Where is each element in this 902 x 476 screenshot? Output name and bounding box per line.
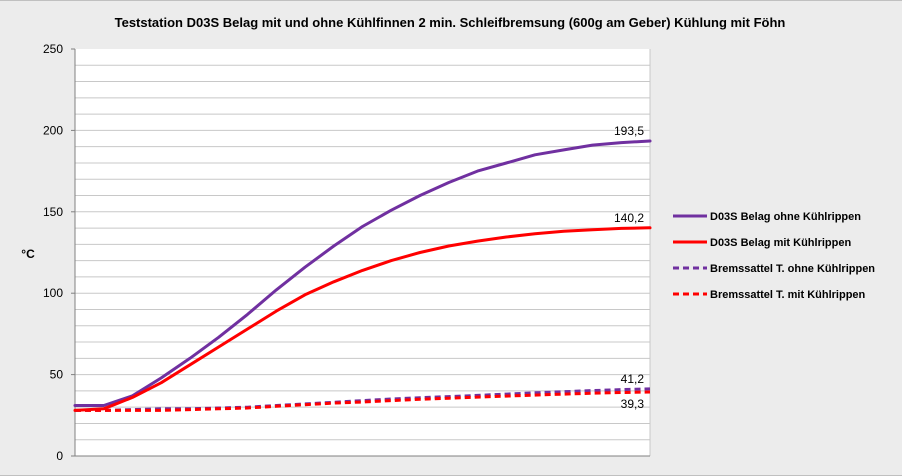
y-tick-label: 150 [43, 205, 63, 219]
plot-area [75, 49, 650, 456]
y-axis-title: °C [21, 247, 35, 261]
series-lines [73, 139, 652, 412]
legend-item-label: D03S Belag mit Kühlrippen [710, 237, 851, 249]
series-line-2 [73, 226, 652, 412]
y-tick-label: 0 [56, 449, 63, 463]
legend: D03S Belag ohne Kühlrippen D03S Belag mit… [673, 211, 875, 301]
legend-item-label: Bremssattel T. mit Kühlrippen [710, 289, 866, 301]
gridlines [75, 49, 651, 456]
series-line-1 [73, 139, 652, 407]
y-tick-label: 250 [43, 42, 63, 56]
series-line-4 [75, 390, 651, 412]
end-label: 193,5 [614, 124, 644, 138]
legend-item-label: D03S Belag ohne Kühlrippen [710, 211, 861, 223]
y-tick-label: 100 [43, 286, 63, 300]
end-label: 39,3 [621, 397, 645, 411]
end-label: 41,2 [621, 372, 645, 386]
chart-title: Teststation D03S Belag mit und ohne Kühl… [115, 15, 786, 30]
end-label: 140,2 [614, 211, 644, 225]
legend-item-label: Bremssattel T. ohne Kühlrippen [710, 263, 875, 275]
y-tick-label: 50 [50, 368, 64, 382]
y-tick-labels: 0 50 100 150 200 250 [43, 42, 75, 463]
y-tick-label: 200 [43, 123, 63, 137]
end-labels: 193,5 140,2 41,2 39,3 [614, 124, 644, 411]
